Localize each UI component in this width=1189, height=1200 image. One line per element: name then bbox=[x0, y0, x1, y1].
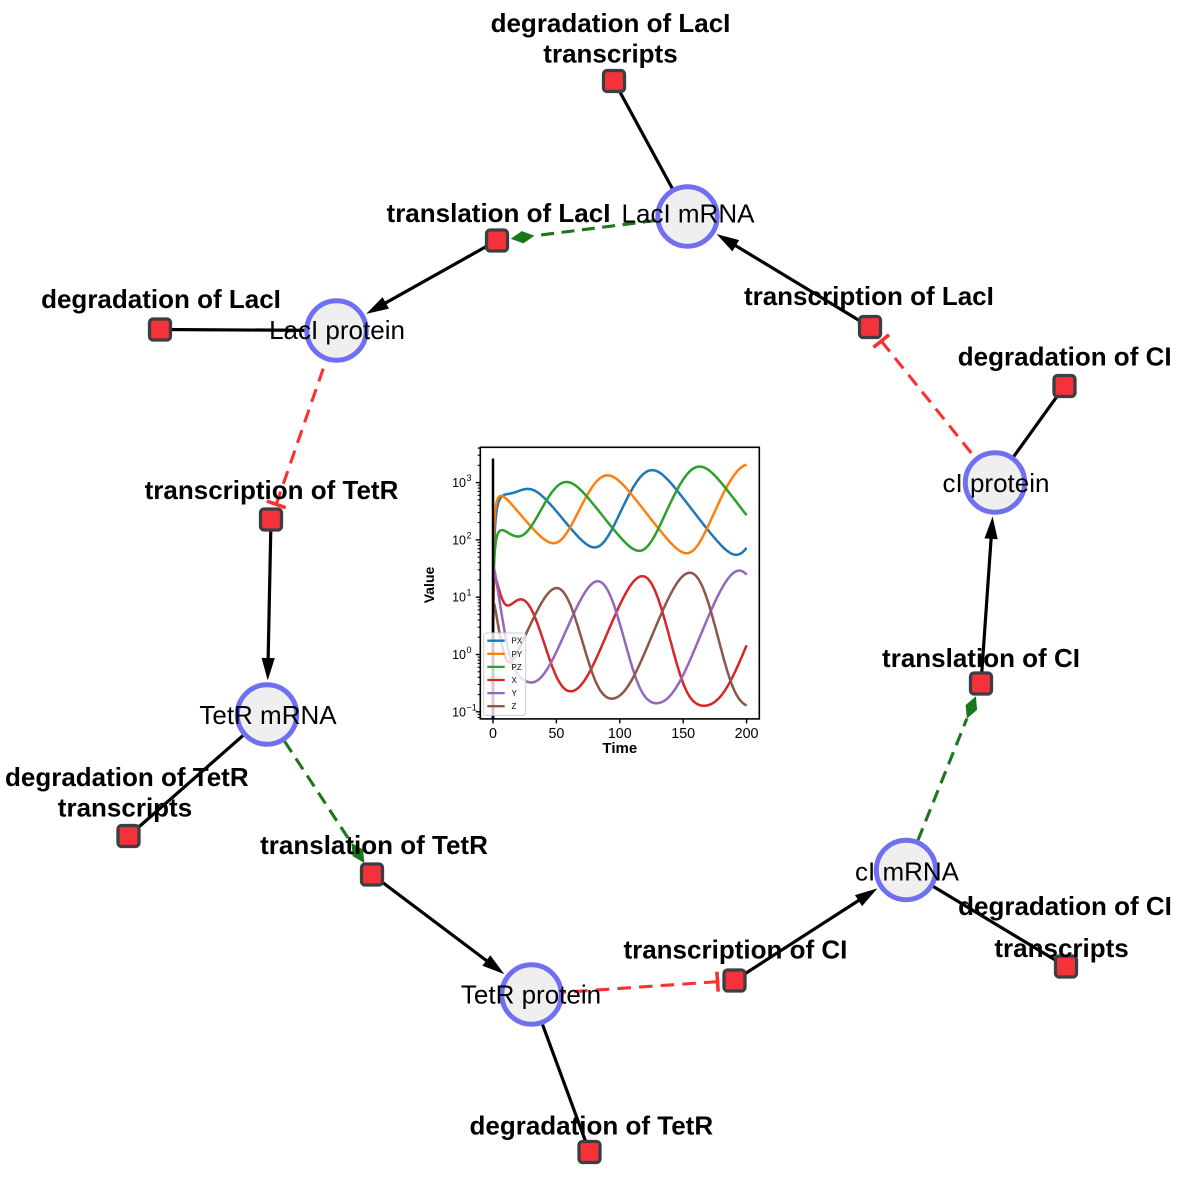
svg-text:100: 100 bbox=[608, 726, 632, 742]
svg-text:translation of CI: translation of CI bbox=[882, 643, 1080, 673]
svg-text:transcripts: transcripts bbox=[58, 792, 192, 822]
svg-text:transcription of LacI: transcription of LacI bbox=[744, 281, 994, 311]
svg-text:transcripts: transcripts bbox=[543, 39, 677, 69]
svg-text:Time: Time bbox=[602, 740, 637, 757]
svg-text:PX: PX bbox=[512, 637, 523, 646]
svg-text:10: 10 bbox=[452, 591, 466, 605]
svg-text:150: 150 bbox=[671, 726, 695, 742]
svg-text:Z: Z bbox=[512, 702, 517, 711]
svg-text:10: 10 bbox=[452, 648, 466, 662]
svg-text:cI protein: cI protein bbox=[943, 468, 1050, 498]
svg-text:PZ: PZ bbox=[512, 663, 522, 672]
svg-text:degradation of CI: degradation of CI bbox=[958, 342, 1172, 372]
svg-text:10: 10 bbox=[452, 533, 466, 547]
svg-text:translation of LacI: translation of LacI bbox=[387, 198, 611, 228]
svg-text:transcripts: transcripts bbox=[994, 933, 1128, 963]
svg-text:2: 2 bbox=[467, 530, 472, 540]
svg-text:LacI mRNA: LacI mRNA bbox=[622, 199, 756, 229]
svg-text:−1: −1 bbox=[467, 702, 477, 712]
svg-text:TetR mRNA: TetR mRNA bbox=[199, 700, 337, 730]
svg-text:10: 10 bbox=[452, 476, 466, 490]
svg-text:degradation of TetR: degradation of TetR bbox=[469, 1111, 713, 1141]
svg-text:cI mRNA: cI mRNA bbox=[855, 857, 960, 887]
svg-text:LacI protein: LacI protein bbox=[269, 315, 405, 345]
svg-text:1: 1 bbox=[467, 588, 472, 598]
svg-text:TetR protein: TetR protein bbox=[461, 980, 601, 1010]
svg-text:transcription of TetR: transcription of TetR bbox=[145, 475, 399, 505]
svg-text:10: 10 bbox=[452, 705, 466, 719]
svg-text:3: 3 bbox=[467, 473, 472, 483]
svg-text:degradation of LacI: degradation of LacI bbox=[41, 284, 281, 314]
svg-text:200: 200 bbox=[735, 726, 759, 742]
svg-text:X: X bbox=[512, 676, 518, 685]
svg-text:PY: PY bbox=[512, 650, 523, 659]
svg-text:Value: Value bbox=[421, 567, 437, 604]
svg-text:degradation of CI: degradation of CI bbox=[958, 891, 1172, 921]
svg-text:transcription of CI: transcription of CI bbox=[623, 935, 847, 965]
svg-text:Y: Y bbox=[512, 689, 518, 698]
svg-text:degradation of TetR: degradation of TetR bbox=[5, 762, 249, 792]
svg-text:0: 0 bbox=[489, 726, 497, 742]
svg-text:0: 0 bbox=[467, 645, 472, 655]
svg-text:translation of TetR: translation of TetR bbox=[260, 830, 488, 860]
svg-text:50: 50 bbox=[548, 726, 564, 742]
svg-text:degradation of LacI: degradation of LacI bbox=[491, 8, 731, 38]
